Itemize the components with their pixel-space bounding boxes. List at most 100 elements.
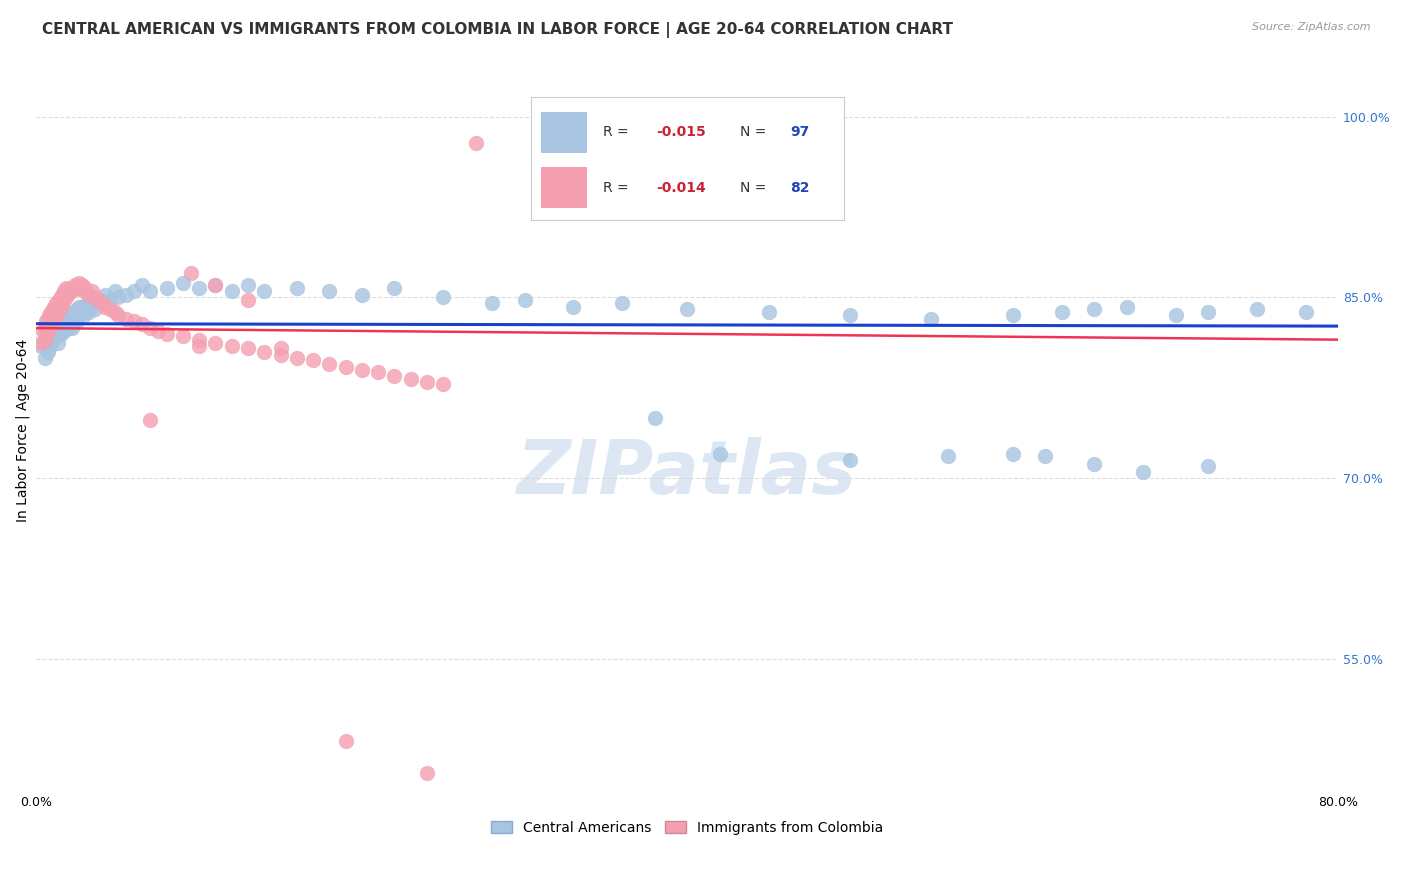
Point: [34, 320, 56, 334]
Point: [41, 320, 63, 334]
Point: [67, 276, 90, 290]
Point: [156, 281, 179, 295]
Point: [46, 305, 69, 319]
Point: [75, 302, 97, 317]
Point: [350, 362, 373, 376]
Point: [69, 281, 91, 295]
Point: [60, 285, 83, 299]
Point: [55, 305, 77, 319]
Point: [69, 305, 91, 319]
Point: [72, 285, 94, 299]
Point: [53, 285, 76, 299]
Point: [1197, 458, 1219, 473]
Point: [221, 285, 243, 299]
Point: [34, 351, 56, 365]
Point: [253, 344, 276, 359]
Point: [49, 314, 72, 328]
Point: [1132, 465, 1154, 479]
Point: [318, 285, 340, 299]
Point: [302, 353, 325, 368]
Point: [55, 317, 77, 331]
Point: [188, 333, 211, 347]
Point: [180, 266, 202, 280]
Point: [270, 348, 292, 362]
Point: [38, 341, 60, 355]
Point: [51, 288, 73, 302]
Point: [236, 278, 259, 293]
Point: [53, 324, 76, 338]
Point: [37, 344, 59, 359]
Point: [335, 360, 357, 375]
Point: [48, 302, 70, 317]
Point: [58, 309, 80, 323]
Point: [644, 410, 666, 425]
Point: [38, 329, 60, 343]
Point: [131, 278, 153, 293]
Point: [80, 285, 103, 299]
Point: [107, 309, 129, 323]
Point: [75, 281, 97, 295]
Point: [103, 305, 125, 319]
Point: [1001, 309, 1024, 323]
Point: [416, 375, 439, 389]
Point: [49, 300, 72, 314]
Point: [285, 351, 308, 365]
Point: [66, 314, 89, 328]
Point: [46, 296, 69, 310]
Point: [270, 341, 292, 355]
Point: [676, 302, 699, 317]
Point: [139, 320, 162, 334]
Point: [87, 296, 110, 310]
Point: [384, 368, 406, 383]
Point: [367, 365, 389, 379]
Point: [44, 300, 66, 314]
Point: [51, 296, 73, 310]
Point: [1246, 302, 1268, 317]
Point: [236, 341, 259, 355]
Point: [103, 285, 125, 299]
Point: [253, 285, 276, 299]
Point: [936, 450, 959, 464]
Point: [131, 317, 153, 331]
Point: [122, 285, 145, 299]
Point: [839, 309, 862, 323]
Point: [45, 296, 67, 310]
Point: [1164, 309, 1187, 323]
Point: [48, 320, 70, 334]
Point: [38, 309, 60, 323]
Point: [823, 200, 845, 214]
Point: [46, 312, 69, 326]
Point: [41, 333, 63, 347]
Point: [285, 281, 308, 295]
Point: [51, 309, 73, 323]
Point: [65, 278, 87, 293]
Point: [53, 312, 76, 326]
Point: [115, 312, 138, 326]
Point: [432, 377, 454, 392]
Point: [39, 324, 62, 338]
Point: [221, 338, 243, 352]
Point: [1295, 305, 1317, 319]
Point: [65, 309, 87, 323]
Point: [53, 293, 76, 307]
Point: [77, 305, 100, 319]
Point: [35, 314, 58, 328]
Point: [44, 310, 66, 325]
Point: [41, 314, 63, 328]
Point: [46, 336, 69, 351]
Point: [35, 326, 58, 341]
Point: [920, 312, 942, 326]
Point: [758, 305, 780, 319]
Point: [82, 293, 104, 307]
Point: [115, 288, 138, 302]
Point: [156, 326, 179, 341]
Point: [399, 372, 422, 386]
Legend: Central Americans, Immigrants from Colombia: Central Americans, Immigrants from Colom…: [491, 821, 883, 835]
Point: [39, 336, 62, 351]
Point: [98, 302, 121, 317]
Point: [90, 296, 112, 310]
Point: [204, 278, 226, 293]
Point: [60, 309, 83, 323]
Point: [188, 281, 211, 295]
Point: [481, 296, 503, 310]
